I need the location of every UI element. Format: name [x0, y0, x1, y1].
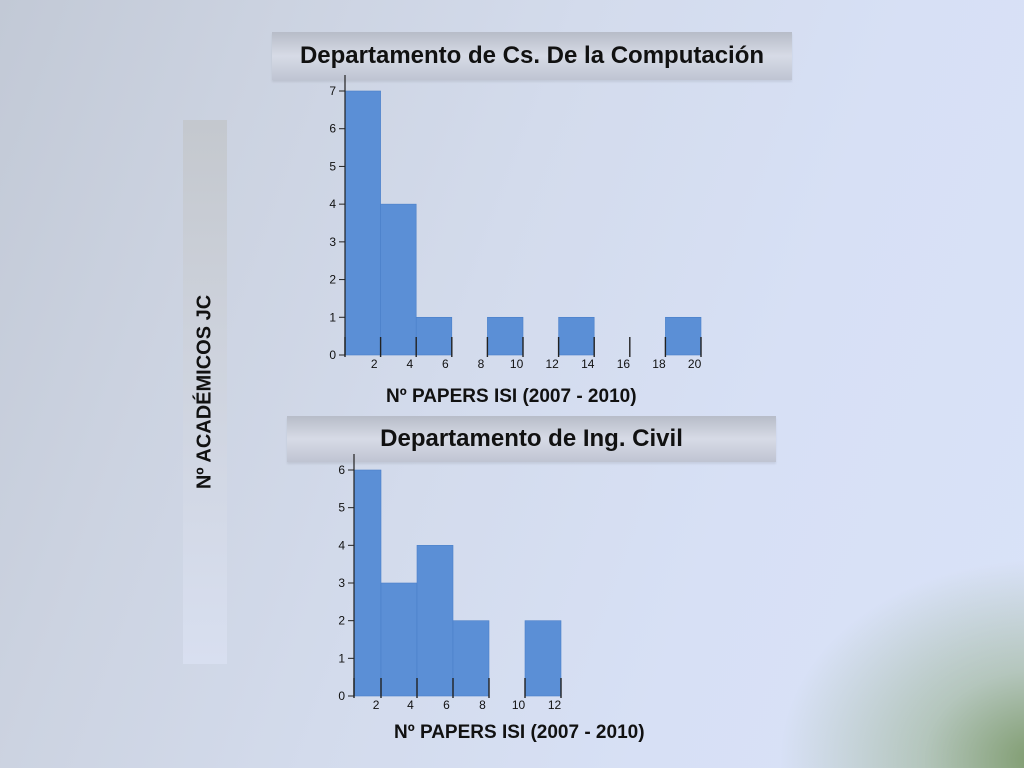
y-tick-label: 3: [329, 235, 336, 249]
bar-1-2: [416, 545, 454, 697]
y-tick-label: 1: [329, 310, 336, 324]
x-tick-label: 12: [546, 357, 560, 371]
bar-1-3: [452, 620, 490, 697]
bar-0-2: [415, 316, 453, 356]
bar-1-1: [380, 582, 418, 697]
y-tick-label: 6: [329, 122, 336, 136]
y-tick-label: 0: [329, 348, 336, 362]
x-tick-label: 18: [652, 357, 666, 371]
y-tick-label: 5: [338, 501, 345, 515]
bar-0-4: [487, 316, 524, 356]
x-tick-label: 16: [617, 357, 631, 371]
y-tick-label: 6: [338, 463, 345, 477]
x-tick-label: 6: [442, 357, 449, 371]
x-tick-label: 20: [688, 357, 702, 371]
y-tick-label: 0: [338, 689, 345, 703]
x-tick-label: 8: [479, 698, 486, 712]
x-tick-label: 8: [478, 357, 485, 371]
x-tick-label: 2: [371, 357, 378, 371]
x-axis-label-computacion: Nº PAPERS ISI (2007 - 2010): [386, 386, 637, 407]
x-axis-label-civil: Nº PAPERS ISI (2007 - 2010): [394, 722, 645, 743]
x-tick-label: 12: [548, 698, 562, 712]
y-tick-label: 5: [329, 159, 336, 173]
chart-title-civil: Departamento de Ing. Civil: [287, 416, 776, 462]
x-tick-label: 10: [512, 698, 526, 712]
x-tick-label: 10: [510, 357, 524, 371]
y-tick-label: 2: [329, 273, 336, 287]
bar-1-5: [524, 620, 562, 697]
y-tick-label: 4: [329, 197, 336, 211]
x-tick-label: 2: [373, 698, 380, 712]
side-band: [183, 120, 227, 664]
y-tick-label: 3: [338, 576, 345, 590]
x-tick-label: 4: [407, 698, 414, 712]
x-tick-label: 14: [581, 357, 595, 371]
bar-0-9: [665, 316, 702, 356]
y-tick-label: 2: [338, 614, 345, 628]
chart-title-computacion: Departamento de Cs. De la Computación: [272, 32, 792, 80]
y-tick-label: 4: [338, 538, 345, 552]
y-tick-label: 7: [329, 84, 336, 98]
x-tick-label: 4: [406, 357, 413, 371]
x-tick-label: 6: [443, 698, 450, 712]
bar-1-0: [353, 469, 382, 697]
bar-0-6: [558, 316, 595, 356]
bar-0-1: [380, 203, 417, 356]
y-tick-label: 1: [338, 651, 345, 665]
